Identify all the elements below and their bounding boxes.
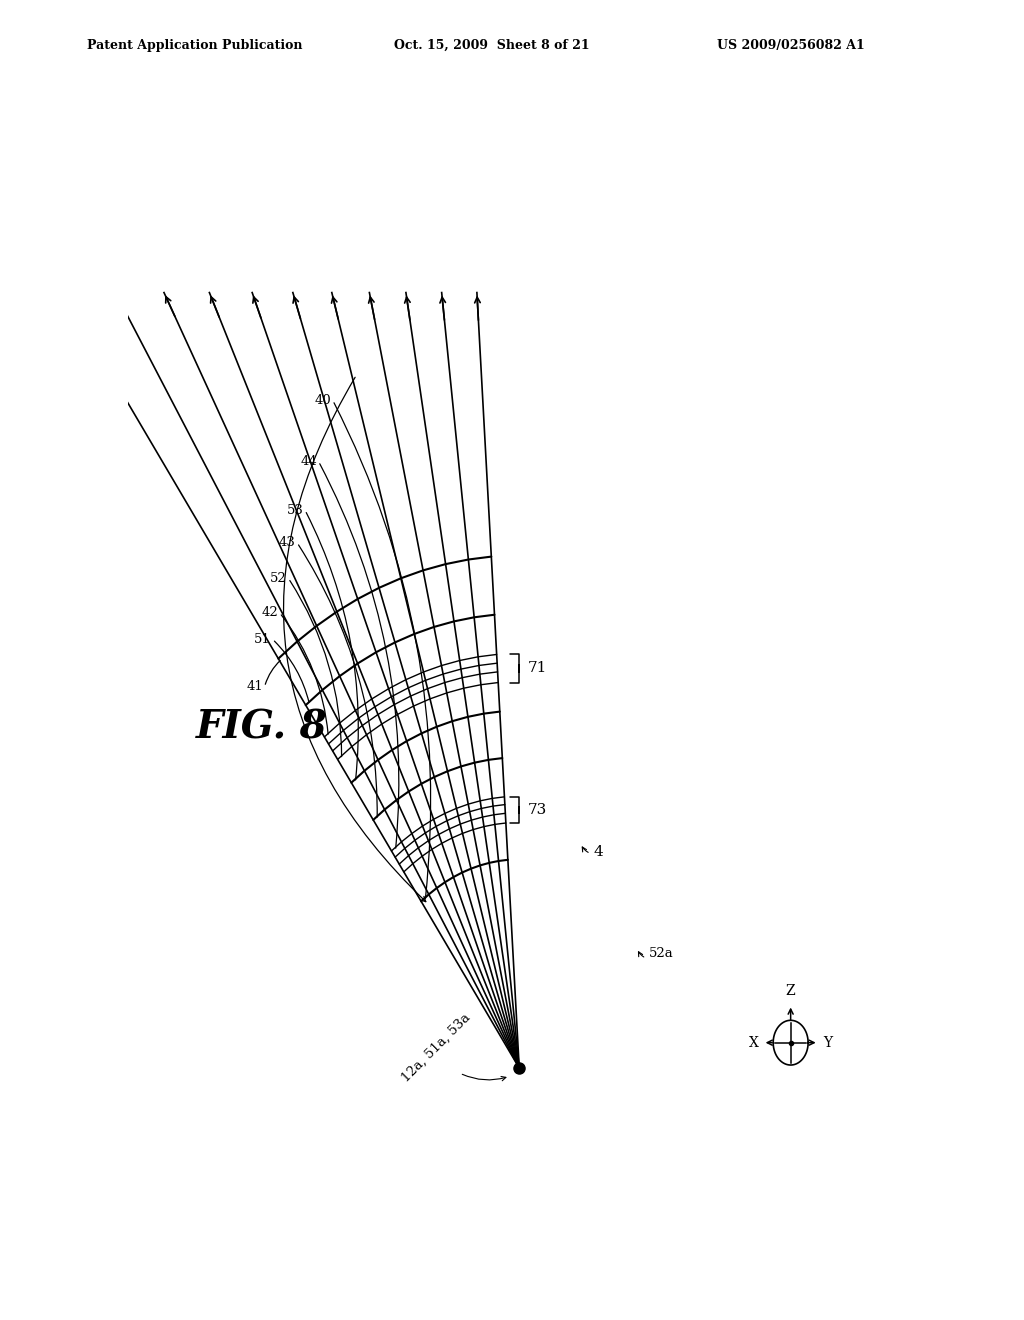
Text: 52: 52 — [270, 572, 287, 585]
Text: 41: 41 — [246, 680, 263, 693]
Text: US 2009/0256082 A1: US 2009/0256082 A1 — [717, 38, 864, 51]
Text: FIG. 8: FIG. 8 — [196, 709, 327, 747]
Text: Y: Y — [822, 1036, 831, 1049]
Text: 51: 51 — [254, 632, 270, 645]
Text: X: X — [749, 1036, 759, 1049]
Text: 53: 53 — [287, 503, 303, 516]
Text: Patent Application Publication: Patent Application Publication — [87, 38, 302, 51]
Text: 73: 73 — [527, 803, 547, 817]
Text: 12a, 51a, 53a: 12a, 51a, 53a — [399, 1011, 473, 1085]
Text: 44: 44 — [300, 455, 316, 467]
Text: 71: 71 — [527, 661, 547, 676]
Text: Z: Z — [785, 985, 796, 998]
Text: Oct. 15, 2009  Sheet 8 of 21: Oct. 15, 2009 Sheet 8 of 21 — [394, 38, 590, 51]
Text: 52a: 52a — [648, 946, 674, 960]
Text: 42: 42 — [261, 606, 278, 619]
Text: 40: 40 — [314, 393, 331, 407]
Text: 43: 43 — [279, 536, 296, 549]
Text: 4: 4 — [594, 845, 603, 858]
